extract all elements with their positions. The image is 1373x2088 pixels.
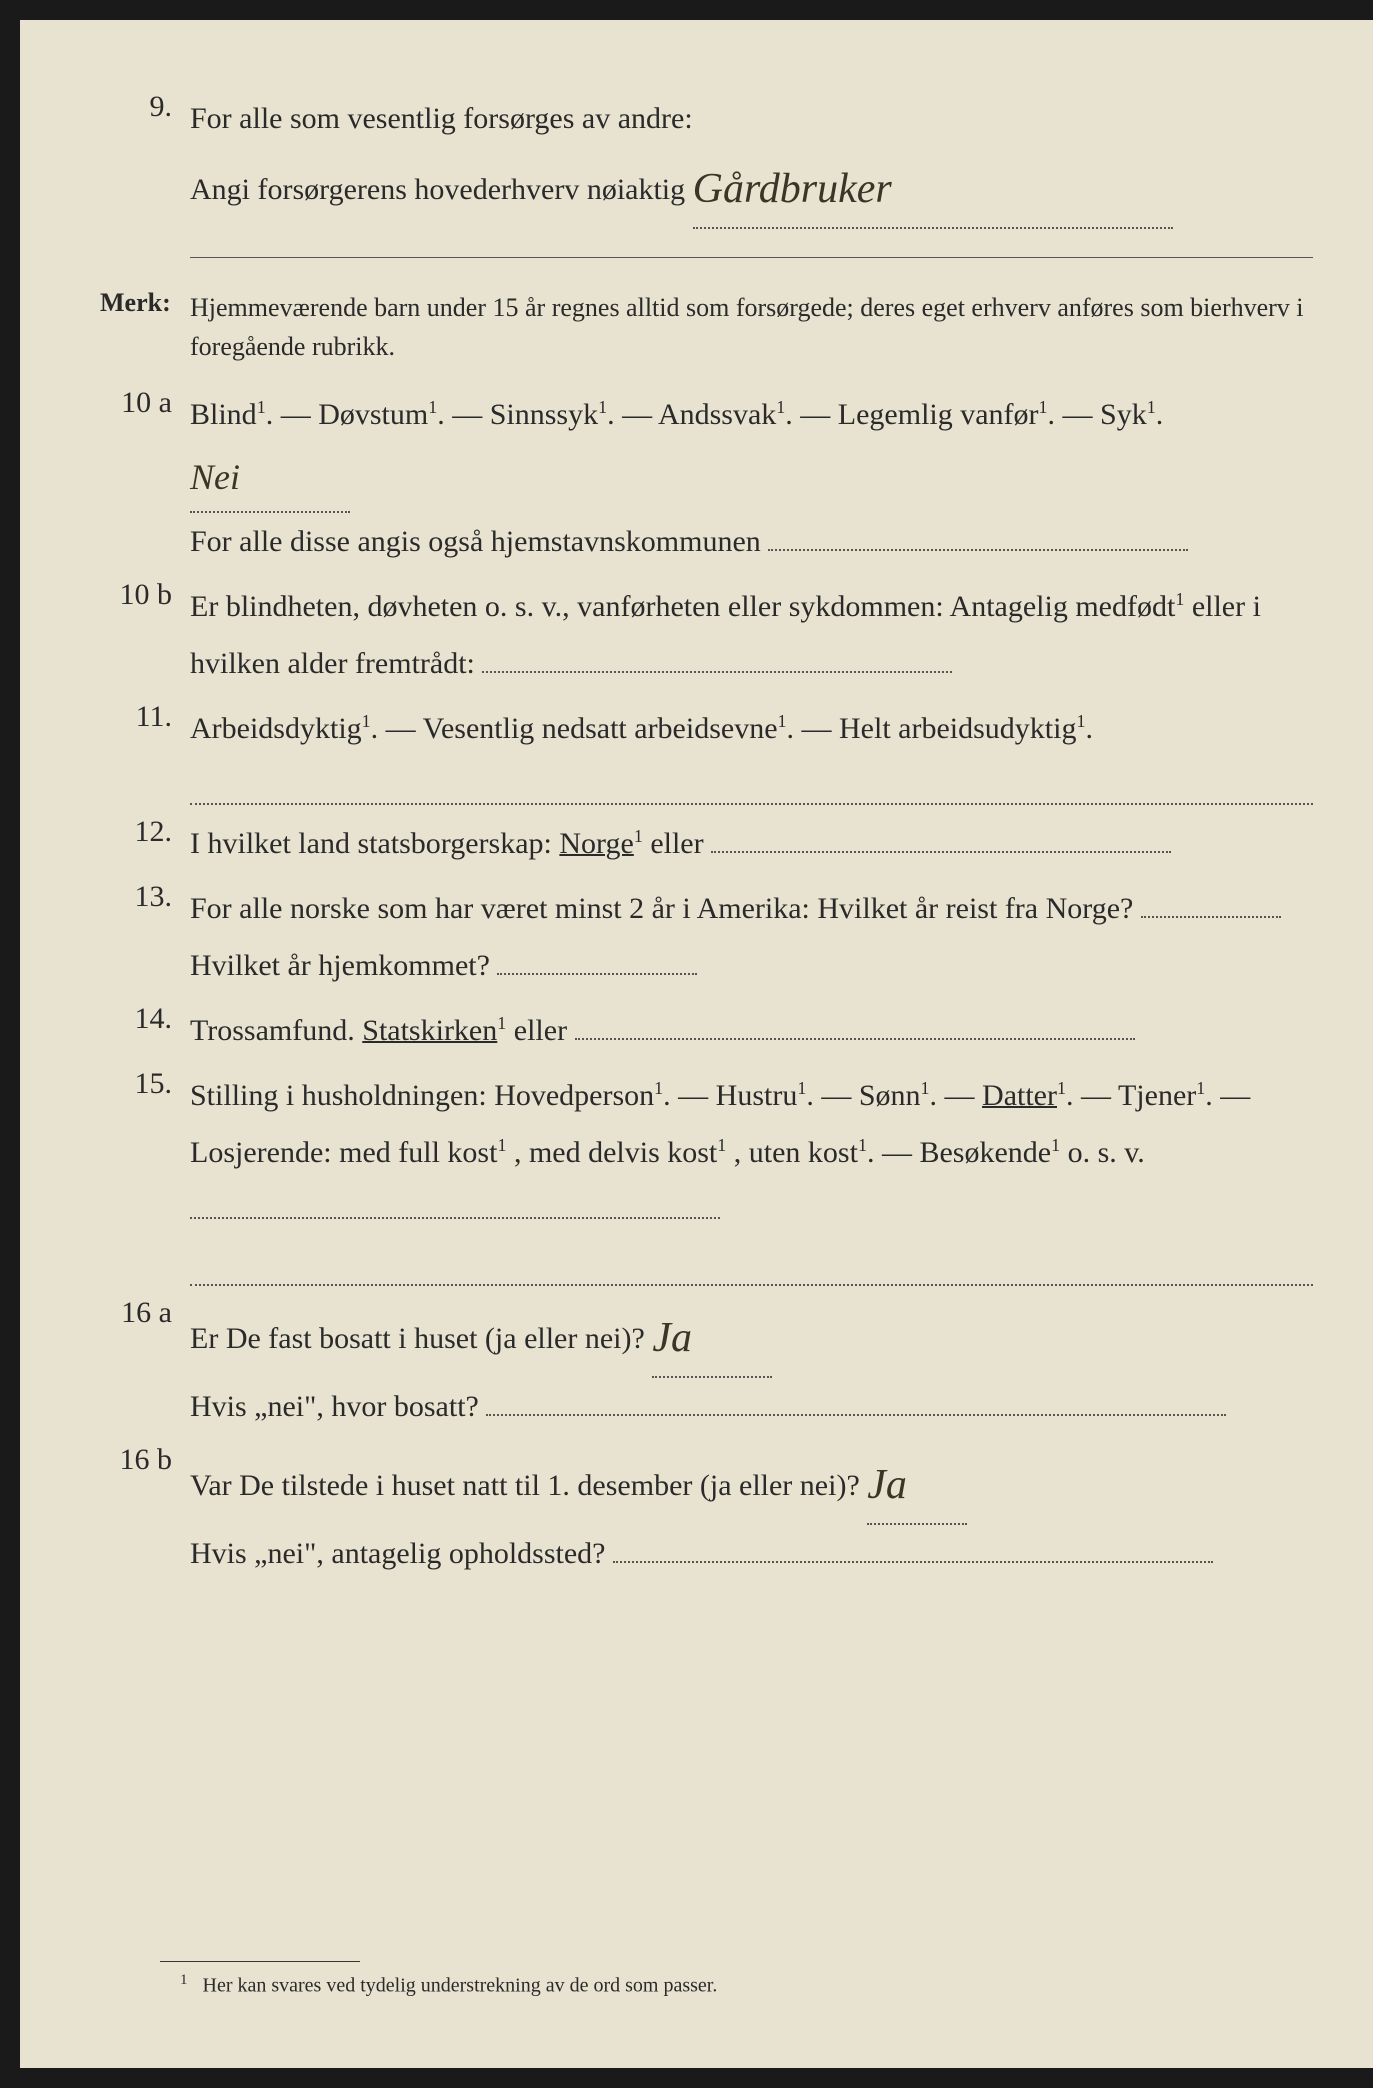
footnote-marker: 1: [180, 1972, 188, 1988]
question-10a: 10 a Blind1. — Døvstum1. — Sinnssyk1. — …: [100, 386, 1313, 570]
question-13: 13. For alle norske som har været minst …: [100, 880, 1313, 994]
q9-line2-prefix: Angi forsørgerens hovederhverv nøiaktig: [190, 173, 685, 206]
divider-1: [190, 257, 1313, 258]
question-12: 12. I hvilket land statsborgerskap: Norg…: [100, 815, 1313, 872]
q10a-hjemstavn-field[interactable]: [768, 549, 1188, 551]
footnote-area: 1 Her kan svares ved tydelig understrekn…: [100, 1901, 1313, 1998]
q13-text2: Hvilket år hjemkommet?: [190, 949, 490, 982]
q10b-number: 10 b: [100, 578, 190, 612]
q15-opt6: , med delvis kost: [514, 1136, 717, 1169]
q14-field[interactable]: [575, 1038, 1135, 1040]
q13-text1: For alle norske som har været minst 2 år…: [190, 892, 1133, 925]
q15-opt1: Hovedperson: [494, 1079, 654, 1112]
q10b-text1: Er blindheten, døvheten o. s. v., vanfør…: [190, 590, 1175, 623]
question-15: 15. Stilling i husholdningen: Hovedperso…: [100, 1067, 1313, 1238]
question-14: 14. Trossamfund. Statskirken1 eller: [100, 1002, 1313, 1059]
q13-text: For alle norske som har været minst 2 år…: [190, 880, 1313, 994]
q14-suffix: eller: [514, 1014, 567, 1047]
q15-field[interactable]: [190, 1217, 720, 1219]
merk-label: Merk:: [100, 288, 190, 318]
q9-line1: For alle som vesentlig forsørges av andr…: [190, 102, 693, 135]
q13-field2[interactable]: [497, 973, 697, 975]
q14-text: Trossamfund. Statskirken1 eller: [190, 1002, 1313, 1059]
q15-opt7: , uten kost: [734, 1136, 858, 1169]
q15-blank-line[interactable]: [190, 1246, 1313, 1286]
q10a-opt4: Andssvak: [658, 398, 776, 431]
q13-number: 13.: [100, 880, 190, 914]
q15-suffix: o. s. v.: [1068, 1136, 1145, 1169]
q16a-answer-field[interactable]: Ja: [652, 1296, 772, 1378]
q11-opt3: Helt arbeidsudyktig: [839, 712, 1076, 745]
q15-opt5: Tjener: [1118, 1079, 1196, 1112]
q12-prefix: I hvilket land statsborgerskap:: [190, 827, 559, 860]
q16b-line2: Hvis „nei", antagelig opholdssted?: [190, 1537, 606, 1570]
q15-opt3: Sønn: [859, 1079, 921, 1112]
q15-text: Stilling i husholdningen: Hovedperson1. …: [190, 1067, 1313, 1238]
q10a-opt6: Syk: [1100, 398, 1147, 431]
q11-text: Arbeidsdyktig1. — Vesentlig nedsatt arbe…: [190, 700, 1313, 757]
question-9: 9. For alle som vesentlig forsørges av a…: [100, 90, 1313, 229]
q11-blank-line[interactable]: [190, 765, 1313, 805]
q10b-field[interactable]: [482, 671, 952, 673]
merk-note: Merk: Hjemmeværende barn under 15 år reg…: [100, 288, 1313, 366]
q10a-opt5: Legemlig vanfør: [838, 398, 1039, 431]
q10a-opt1: Blind: [190, 398, 257, 431]
q15-prefix: Stilling i husholdningen:: [190, 1079, 494, 1112]
q16a-text: Er De fast bosatt i huset (ja eller nei)…: [190, 1296, 1313, 1435]
q12-number: 12.: [100, 815, 190, 849]
question-16b: 16 b Var De tilstede i huset natt til 1.…: [100, 1443, 1313, 1582]
q9-number: 9.: [100, 90, 190, 124]
footnote-rule: [160, 1961, 360, 1962]
q15-opt2: Hustru: [716, 1079, 798, 1112]
q16b-field2[interactable]: [613, 1561, 1213, 1563]
q10b-text: Er blindheten, døvheten o. s. v., vanfør…: [190, 578, 1313, 692]
question-11: 11. Arbeidsdyktig1. — Vesentlig nedsatt …: [100, 700, 1313, 757]
q14-option-statskirken: Statskirken: [362, 1014, 497, 1047]
q11-opt1: Arbeidsdyktig: [190, 712, 362, 745]
census-form-page: 9. For alle som vesentlig forsørges av a…: [20, 20, 1373, 2068]
q12-option-norge: Norge: [559, 827, 633, 860]
q10a-opt2: Døvstum: [318, 398, 428, 431]
q16a-answer: Ja: [652, 1315, 692, 1361]
question-16a: 16 a Er De fast bosatt i huset (ja eller…: [100, 1296, 1313, 1435]
q15-opt4-datter: Datter: [982, 1079, 1057, 1112]
q13-field1[interactable]: [1141, 916, 1281, 918]
q15-opt8: Besøkende: [919, 1136, 1051, 1169]
q15-losj: Losjerende: med full kost: [190, 1136, 497, 1169]
q9-text: For alle som vesentlig forsørges av andr…: [190, 90, 1313, 229]
merk-text: Hjemmeværende barn under 15 år regnes al…: [190, 288, 1313, 366]
q12-text: I hvilket land statsborgerskap: Norge1 e…: [190, 815, 1313, 872]
q10a-answer: Nei: [190, 457, 240, 497]
q16b-number: 16 b: [100, 1443, 190, 1477]
q16b-text: Var De tilstede i huset natt til 1. dese…: [190, 1443, 1313, 1582]
question-10b: 10 b Er blindheten, døvheten o. s. v., v…: [100, 578, 1313, 692]
q12-suffix: eller: [650, 827, 703, 860]
q14-number: 14.: [100, 1002, 190, 1036]
q11-opt2: Vesentlig nedsatt arbeidsevne: [423, 712, 778, 745]
q16a-number: 16 a: [100, 1296, 190, 1330]
q16b-answer: Ja: [867, 1462, 907, 1508]
q9-answer-field[interactable]: Gårdbruker: [693, 147, 1173, 229]
q16b-answer-field[interactable]: Ja: [867, 1443, 967, 1525]
q9-answer: Gårdbruker: [693, 166, 892, 212]
q10a-number: 10 a: [100, 386, 190, 420]
q16a-field2[interactable]: [486, 1414, 1226, 1416]
q11-number: 11.: [100, 700, 190, 734]
q10a-opt3: Sinnssyk: [490, 398, 598, 431]
q16a-line2: Hvis „nei", hvor bosatt?: [190, 1390, 479, 1423]
q10a-line3: For alle disse angis også hjemstavnskomm…: [190, 525, 761, 558]
q16b-text1: Var De tilstede i huset natt til 1. dese…: [190, 1469, 860, 1502]
q12-field[interactable]: [711, 851, 1171, 853]
q15-number: 15.: [100, 1067, 190, 1101]
q16a-text1: Er De fast bosatt i huset (ja eller nei)…: [190, 1322, 645, 1355]
footnote-text: 1 Her kan svares ved tydelig understrekn…: [180, 1972, 1313, 1998]
footnote-body: Her kan svares ved tydelig understreknin…: [203, 1975, 718, 1997]
q14-prefix: Trossamfund.: [190, 1014, 362, 1047]
q10a-text: Blind1. — Døvstum1. — Sinnssyk1. — Andss…: [190, 386, 1313, 570]
q10a-answer-field[interactable]: Nei: [190, 443, 350, 513]
